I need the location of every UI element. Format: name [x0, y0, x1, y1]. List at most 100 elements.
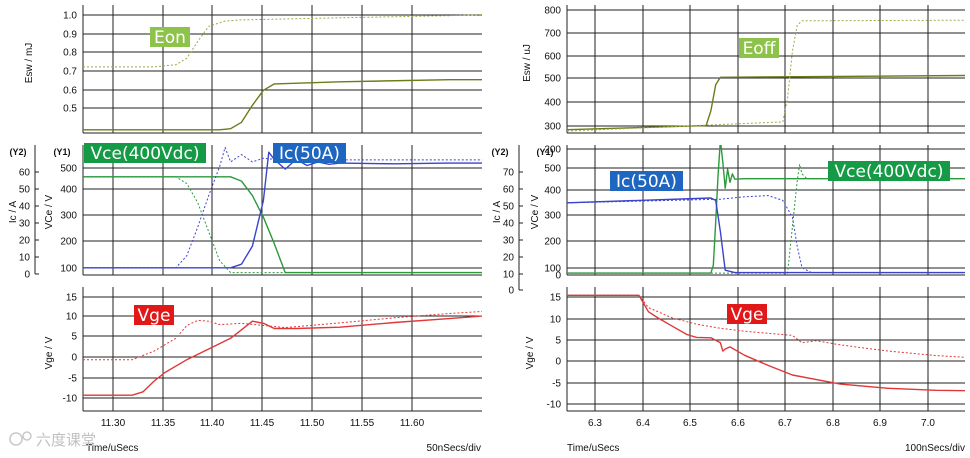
panel-esw: 800 700 600 500 400 300 200 Esw / uJ	[522, 5, 965, 156]
watermark-text: 六度课堂	[36, 431, 96, 449]
eon-legend: Eon	[150, 27, 190, 48]
vce-legend-box	[84, 143, 206, 163]
series-group	[567, 145, 965, 274]
y-tick-label: 800	[544, 6, 561, 17]
y-axis-label: Esw / mJ	[24, 43, 35, 84]
ic-legend: Ic(50A)	[273, 143, 346, 164]
x-tick-label: 11.50	[300, 418, 325, 429]
y-tick-label: 300	[544, 122, 561, 133]
series-vge-dotted	[567, 294, 965, 358]
x-tick-label: 11.45	[250, 418, 275, 429]
vce-legend-text: Vce(400Vdc)	[835, 162, 944, 182]
series-group	[83, 146, 482, 274]
y2-tick-label: 20	[19, 236, 31, 247]
vge-legend-text: Vge	[731, 305, 764, 325]
y-axis-label: Esw / uJ	[522, 44, 533, 82]
series-vce	[83, 176, 482, 274]
y-axis-label: Vge / V	[525, 336, 536, 369]
y-tick-label: -10	[547, 400, 562, 411]
y-tick-label: 200	[544, 145, 561, 156]
x-axis-label: Time/uSecs	[567, 443, 619, 454]
y2-tick-label: 10	[19, 253, 31, 264]
y-tick-label: 0	[555, 271, 561, 282]
vge-legend: Vge	[134, 305, 174, 326]
series-vce-dotted	[83, 176, 482, 274]
y-tick-label: 100	[60, 264, 77, 275]
y-tick-label: -10	[63, 394, 78, 405]
y2-tick-label: 30	[503, 236, 515, 247]
series-vce-dotted	[567, 163, 965, 274]
y-tick-label: 500	[60, 164, 77, 175]
series-esw	[567, 74, 965, 131]
x-tick-label: 6.4	[636, 418, 650, 429]
x-tick-label: 6.8	[826, 418, 840, 429]
vge-legend-box	[727, 304, 767, 324]
y1-marker: (Y1)	[536, 147, 553, 157]
vge-legend-text: Vge	[138, 306, 171, 326]
ic-legend: Ic(50A)	[610, 171, 683, 192]
y-tick-label: 10	[550, 315, 562, 326]
y2-tick-label: 50	[503, 202, 515, 213]
y-tick-label: -5	[68, 374, 77, 385]
x-tick-label: 7.0	[921, 418, 935, 429]
y-tick-label: 100	[544, 264, 561, 275]
y-tick-label: 1.0	[63, 11, 77, 22]
vge-legend-box	[134, 305, 174, 325]
y2-tick-label: 0	[24, 270, 30, 281]
y-tick-label: 200	[544, 237, 561, 248]
y2-marker: (Y2)	[491, 147, 508, 157]
y-tick-label: 0.5	[63, 104, 77, 115]
x-tick-label: 11.55	[350, 418, 375, 429]
y-tick-label: 0.6	[63, 86, 77, 97]
x-tick-label: 11.40	[200, 418, 225, 429]
series-group	[567, 294, 965, 392]
y-tick-label: 500	[544, 164, 561, 175]
y-tick-label: 0.8	[63, 48, 77, 59]
y2-tick-label: 0	[508, 286, 514, 297]
y-tick-label: 0	[555, 357, 561, 368]
y-tick-label: 0.9	[63, 30, 77, 41]
y-tick-label: 200	[60, 237, 77, 248]
x-tick-label: 6.7	[778, 418, 792, 429]
y-axis-label: VCe / V	[530, 194, 541, 229]
ic-legend-text: Ic(50A)	[279, 144, 340, 164]
series-ic	[567, 197, 965, 274]
series-ic	[83, 151, 482, 269]
x-tick-label: 6.6	[731, 418, 745, 429]
y-tick-label: 0.7	[63, 67, 77, 78]
series-esw-dotted	[567, 19, 965, 132]
y-tick-label: -5	[552, 379, 561, 390]
x-tick-label: 6.5	[683, 418, 697, 429]
series-group	[83, 14, 482, 131]
y-tick-label: 5	[71, 332, 77, 343]
y-axis-label: VCe / V	[44, 194, 55, 229]
series-vge	[83, 315, 482, 396]
y-tick-label: 5	[555, 336, 561, 347]
watermark: 六度课堂	[9, 431, 96, 449]
y2-tick-label: 60	[19, 168, 31, 179]
y2-axis-label: Ic / A	[8, 201, 19, 224]
y2-tick-label: 10	[503, 270, 515, 281]
x-tick-label: 11.60	[400, 418, 425, 429]
y-tick-label: 400	[544, 186, 561, 197]
panel-vge: 15 10 5 0 -5 -10 Vge / V	[44, 287, 482, 412]
y1-marker: (Y1)	[53, 147, 70, 157]
vce-legend-text: Vce(400Vdc)	[91, 144, 200, 164]
vce-legend-box	[828, 161, 950, 181]
x-tick-label: 6.9	[873, 418, 887, 429]
series-ic-dotted	[83, 146, 482, 269]
y-tick-label: 300	[60, 211, 77, 222]
y2-tick-label: 40	[19, 202, 31, 213]
x-tick-label: 11.35	[151, 418, 176, 429]
y-tick-label: 0	[71, 353, 77, 364]
vce-legend: Vce(400Vdc)	[84, 143, 206, 164]
eoff-legend-box	[739, 38, 779, 58]
eon-legend-box	[150, 27, 190, 47]
y-tick-label: 500	[544, 74, 561, 85]
y-tick-label: 400	[544, 98, 561, 109]
